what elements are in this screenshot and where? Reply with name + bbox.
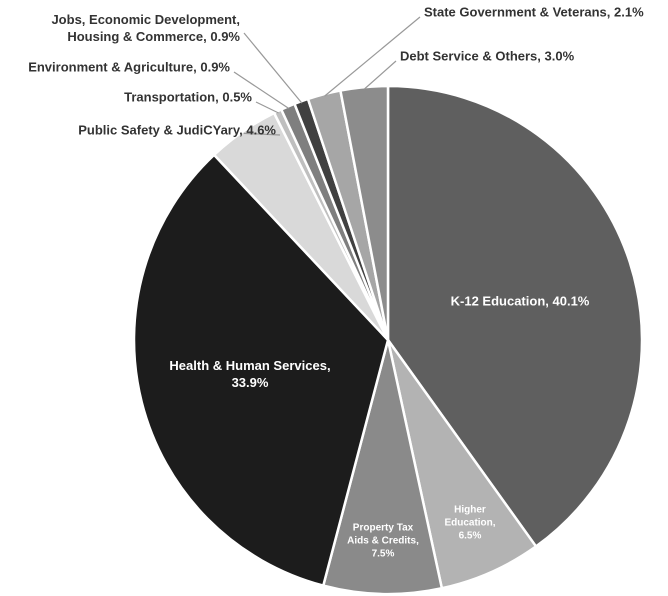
slice-label: State Government & Veterans2.1% [424, 5, 644, 22]
slice-label: K-12 Education40.1% [451, 294, 590, 311]
category-label: Higher Education [444, 505, 495, 529]
value-label: 0.9% [200, 59, 230, 75]
value-label: 4.6% [246, 122, 276, 138]
leader-line [255, 101, 279, 114]
value-label: 3.0% [544, 48, 575, 64]
category-label: State Government & Veterans [424, 5, 614, 20]
slice-label: Transportation0.5% [124, 90, 252, 107]
slice-label: Higher Education6.5% [435, 504, 505, 543]
slice-label: Environment & Agriculture0.9% [28, 60, 230, 77]
value-label: 33.9% [231, 375, 269, 390]
pie-slice [132, 153, 390, 588]
value-label: 7.5% [371, 548, 395, 560]
category-label: Environment & Agriculture [28, 60, 200, 75]
value-label: 0.9% [210, 29, 240, 44]
category-label: Health & Human Services [169, 358, 330, 373]
slice-label: Property Tax Aids & Credits7.5% [342, 522, 424, 561]
leader-line [324, 16, 421, 97]
value-label: 2.1% [614, 4, 644, 20]
leader-line [233, 71, 289, 109]
slice-label: Public Safety & JudiCYary4.6% [78, 123, 276, 140]
slice-label: Debt Service & Others3.0% [400, 49, 574, 66]
leader-line [243, 32, 303, 104]
value-label: 0.5% [222, 89, 252, 105]
leader-line [243, 132, 281, 136]
category-label: Transportation [124, 90, 222, 105]
category-label: Public Safety & JudiCYary [78, 123, 246, 138]
category-label: K-12 Education [451, 294, 553, 309]
pie-slice [321, 339, 444, 596]
pie-slice [338, 84, 390, 341]
category-label: Property Tax Aids & Credits [347, 523, 419, 547]
category-label: Jobs, Economic Development, Housing & Co… [51, 12, 240, 44]
value-label: 6.5% [458, 530, 482, 542]
value-label: 40.1% [552, 293, 590, 309]
slice-label: Health & Human Services 33.9% [155, 358, 345, 392]
category-label: Debt Service & Others [400, 49, 545, 64]
slice-label: Jobs, Economic Development, Housing & Co… [30, 12, 240, 46]
leader-line [363, 60, 397, 90]
pie-slice [386, 84, 644, 549]
